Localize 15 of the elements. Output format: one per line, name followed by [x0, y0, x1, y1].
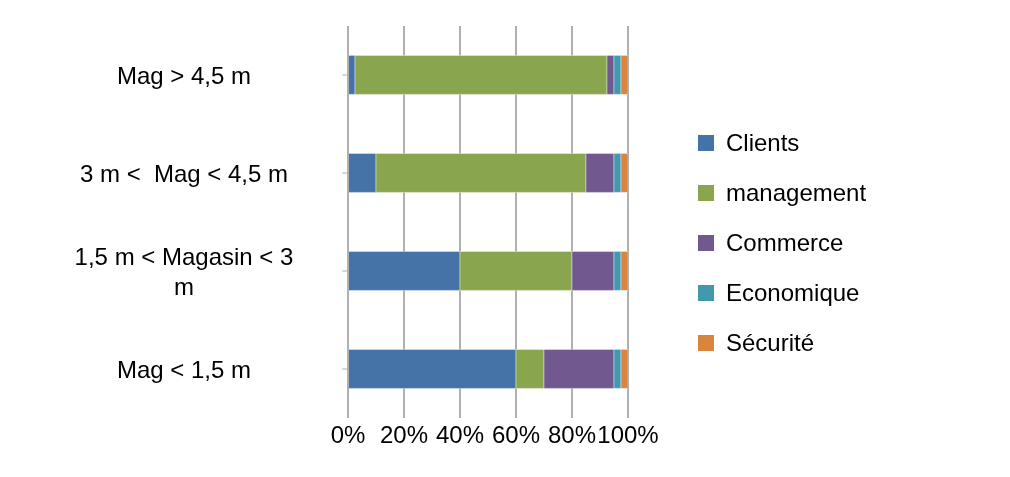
legend-label: management — [726, 179, 867, 207]
x-tick-label: 20% — [379, 421, 429, 449]
x-tick-label: 80% — [547, 421, 597, 449]
legend-label: Commerce — [726, 229, 844, 257]
legend-label: Sécurité — [726, 329, 815, 357]
legend-label: Clients — [726, 129, 800, 157]
x-tick-label: 40% — [435, 421, 485, 449]
x-tick-label: 60% — [491, 421, 541, 449]
legend-label: Economique — [726, 279, 860, 307]
x-tick-label: 100% — [597, 421, 659, 449]
y-tick-label: Mag > 4,5 m — [116, 61, 252, 89]
y-tick-label: 1,5 m < Magasin < 3 m — [74, 242, 294, 300]
x-tick-label: 0% — [330, 421, 366, 449]
y-tick-label: 3 m < Mag < 4,5 m — [79, 159, 289, 187]
y-tick-label: Mag < 1,5 m — [116, 355, 252, 383]
